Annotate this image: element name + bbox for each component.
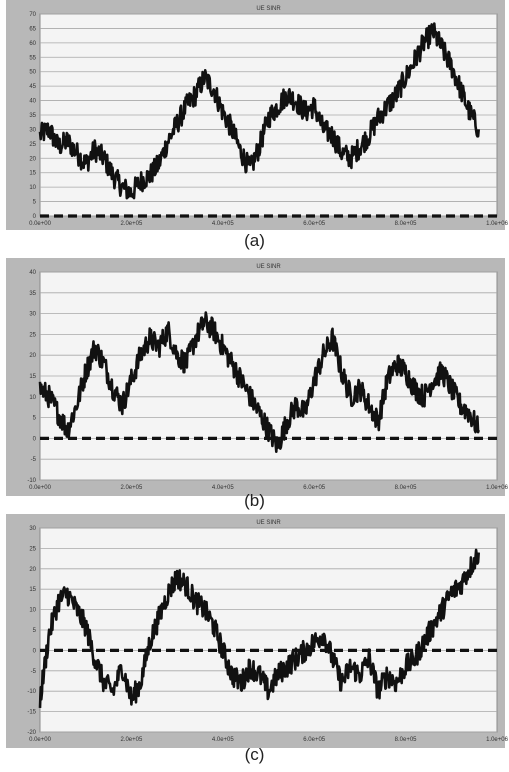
y-tick-label: 55 [29, 55, 36, 61]
y-tick-label: 15 [29, 374, 36, 380]
caption-c: (c) [244, 745, 265, 764]
chart-panel-b: UE SINR -10 -5 0 5 10 15 20 25 30 35 40 0.0e+00 2.0e+… [0, 258, 509, 498]
y-tick-label: 20 [29, 353, 36, 359]
x-tick-label: 8.0e+05 [395, 221, 418, 227]
sinr-series-line [38, 548, 480, 708]
y-tick-label: 20 [29, 567, 36, 573]
x-tick-label: 6.0e+05 [303, 485, 326, 491]
chart-title: UE SINR [256, 264, 281, 270]
y-tick-label: 10 [29, 608, 36, 614]
y-tick-label: 10 [29, 395, 36, 401]
y-tick-label: 40 [29, 99, 36, 105]
x-tick-label: 8.0e+05 [395, 737, 418, 743]
y-tick-label: -5 [31, 457, 37, 463]
chart-title: UE SINR [256, 6, 281, 12]
y-tick-label: 60 [29, 41, 36, 47]
y-tick-label: -10 [27, 478, 36, 484]
y-tick-label: 0 [33, 436, 37, 442]
x-tick-label: 4.0e+05 [212, 485, 235, 491]
x-tick-label: 0.0e+00 [29, 485, 52, 491]
y-tick-label: 70 [29, 12, 36, 18]
y-tick-label: 0 [33, 214, 37, 220]
x-tick-label: 0.0e+00 [29, 221, 52, 227]
x-tick-label: 0.0e+00 [29, 737, 52, 743]
y-tick-label: 30 [29, 526, 36, 532]
sinr-chart-a: UE SINR 0 5 10 15 20 25 30 35 40 45 50 55 60 65 70 0.0e+… [6, 0, 509, 230]
y-tick-label: 50 [29, 70, 36, 76]
y-tick-label: 20 [29, 156, 36, 162]
y-tick-label: 35 [29, 113, 36, 119]
caption-b: (b) [244, 491, 265, 510]
y-tick-label: -15 [27, 710, 36, 716]
y-tick-label: -10 [27, 689, 36, 695]
y-tick-label: 5 [33, 416, 37, 422]
x-tick-label: 6.0e+05 [303, 221, 326, 227]
y-tick-label: 10 [29, 185, 36, 191]
caption-a: (a) [244, 231, 265, 250]
y-tick-label: 0 [33, 648, 37, 654]
x-tick-label: 4.0e+05 [212, 221, 235, 227]
sinr-series-line [38, 311, 480, 453]
x-tick-label: 6.0e+05 [303, 737, 326, 743]
x-tick-label: 2.0e+05 [120, 221, 143, 227]
chart-title: UE SINR [256, 520, 281, 526]
y-tick-label: 40 [29, 270, 36, 276]
y-tick-label: -5 [31, 669, 37, 675]
y-tick-label: 65 [29, 26, 36, 32]
y-tick-label: 25 [29, 546, 36, 552]
y-tick-label: 5 [33, 628, 37, 634]
y-tick-label: 25 [29, 142, 36, 148]
y-tick-label: 15 [29, 587, 36, 593]
sinr-chart-c: UE SINR -20 -15 -10 -5 0 5 10 15 20 25 30 0.0e+00 2.0… [6, 514, 509, 748]
y-tick-label: 35 [29, 291, 36, 297]
chart-panel-c: UE SINR -20 -15 -10 -5 0 5 10 15 20 25 30 0.0e+00 2.0… [0, 514, 509, 750]
y-tick-label: 5 [33, 200, 37, 206]
x-tick-label: 1.0e+06 [486, 221, 509, 227]
y-tick-label: 45 [29, 84, 36, 90]
sinr-series-line [38, 22, 480, 200]
x-tick-label: 4.0e+05 [212, 737, 235, 743]
x-tick-label: 8.0e+05 [395, 485, 418, 491]
y-tick-label: -20 [27, 730, 36, 736]
y-tick-label: 30 [29, 312, 36, 318]
x-tick-label: 2.0e+05 [120, 737, 143, 743]
y-tick-label: 15 [29, 171, 36, 177]
x-tick-label: 2.0e+05 [120, 485, 143, 491]
y-tick-label: 30 [29, 127, 36, 133]
sinr-chart-b: UE SINR -10 -5 0 5 10 15 20 25 30 35 40 0.0e+00 2.0e+… [6, 258, 509, 496]
x-tick-label: 1.0e+06 [486, 485, 509, 491]
chart-panel-a: UE SINR 0 5 10 15 20 25 30 35 40 45 50 55 60 65 70 0.0e+… [0, 0, 509, 232]
y-tick-label: 25 [29, 332, 36, 338]
x-tick-label: 1.0e+06 [486, 737, 509, 743]
